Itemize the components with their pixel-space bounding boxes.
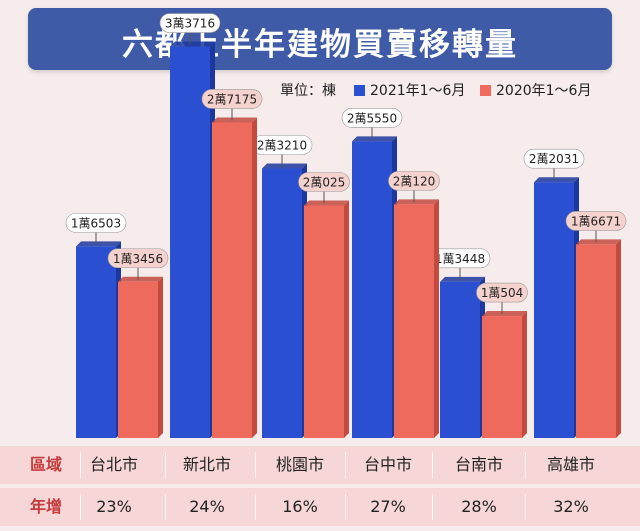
growth-row: 年增 23% 24% 16% 27% 28% 32%	[0, 488, 640, 526]
bar-2020	[118, 281, 158, 438]
legend-item-2021: 2021年1～6月	[354, 80, 465, 100]
column-separator	[345, 494, 346, 520]
column-separator	[80, 494, 81, 520]
data-label-bg-2020	[476, 282, 528, 303]
data-label-2020: 2萬7175	[207, 92, 257, 106]
column-separator	[165, 452, 166, 478]
region-cell: 台北市	[89, 455, 138, 474]
growth-cell: 23%	[96, 497, 132, 516]
growth-cell: 16%	[282, 497, 318, 516]
bar-2021	[352, 141, 392, 438]
bar-top-2021	[352, 136, 397, 142]
bar-top-2021	[170, 41, 215, 47]
column-separator	[255, 452, 256, 478]
summary-table: 區域 台北市 新北市 桃園市 台中市 台南市 高雄市 年增 23% 24% 16…	[0, 446, 640, 531]
bar-top-2021	[76, 241, 121, 247]
growth-row-header: 年增	[29, 497, 62, 516]
bar-2020	[394, 204, 434, 438]
bar-side-2020	[522, 311, 527, 438]
title-banner: 六都上半年建物買賣移轉量	[28, 8, 612, 70]
bar-2021	[440, 281, 480, 438]
column-separator	[165, 494, 166, 520]
data-label-2021: 2萬5550	[347, 111, 397, 125]
bar-top-2020	[576, 239, 621, 245]
region-cell: 桃園市	[275, 455, 324, 474]
data-label-bg-2021	[523, 148, 585, 169]
bar-2020	[304, 205, 344, 438]
bar-2020	[212, 122, 252, 439]
bar-2021	[76, 246, 116, 438]
bar-2020	[576, 244, 616, 438]
data-label-bg-2020	[565, 211, 627, 231]
column-separator	[255, 494, 256, 520]
bar-2021	[170, 46, 210, 439]
data-label-bg-2021	[159, 13, 221, 33]
legend-label-2021: 2021年1～6月	[370, 83, 466, 99]
region-cell: 高雄市	[546, 455, 595, 474]
data-label-2021: 2萬3210	[257, 139, 307, 153]
bar-top-2020	[394, 199, 439, 205]
region-cell: 新北市	[182, 455, 231, 474]
bar-top-2021	[440, 276, 485, 282]
data-label-2020: 1萬504	[481, 286, 524, 300]
legend-swatch-2020	[480, 85, 491, 96]
legend-label-2020: 2020年1～6月	[496, 83, 592, 99]
bar-side-2020	[344, 200, 349, 438]
column-separator	[525, 452, 526, 478]
bar-top-2021	[534, 177, 579, 183]
growth-cell: 24%	[189, 497, 225, 516]
data-label-bg-2020	[388, 171, 440, 191]
bar-side-2020	[252, 117, 257, 439]
growth-cell: 28%	[461, 497, 497, 516]
data-label-bg-2021	[341, 108, 403, 128]
legend-swatch-2021	[354, 85, 365, 96]
bar-side-2020	[616, 239, 621, 438]
data-label-2020: 1萬6671	[571, 214, 621, 228]
data-label-2020: 2萬025	[303, 175, 346, 189]
data-label-2021: 3萬3716	[165, 17, 215, 31]
bar-2020	[482, 316, 522, 438]
column-separator	[525, 494, 526, 520]
bar-top-2020	[118, 276, 163, 282]
region-cell: 台中市	[363, 455, 412, 474]
data-label-2021: 2萬2031	[529, 152, 579, 166]
data-label-2020: 2萬120	[393, 174, 436, 188]
data-label-2021: 1萬6503	[71, 216, 121, 230]
bar-chart: 1萬6503 3萬3716 2萬3210 2萬5550 1萬3448 2萬2031 1萬34…	[65, 13, 627, 439]
data-label-bg-2020	[107, 248, 169, 269]
region-row-header: 區域	[29, 455, 62, 474]
column-separator	[432, 494, 433, 520]
region-cell: 台南市	[454, 455, 503, 474]
bar-side-2020	[158, 276, 163, 438]
bar-top-2020	[482, 311, 527, 317]
bar-top-2020	[304, 200, 349, 206]
data-label-bg-2020	[201, 89, 263, 109]
bar-side-2020	[434, 199, 439, 438]
growth-cell: 32%	[553, 497, 589, 516]
data-label-2020: 1萬3456	[113, 252, 163, 266]
column-separator	[80, 452, 81, 478]
legend-unit-label: 單位：棟	[280, 83, 336, 99]
data-label-2021: 1萬3448	[435, 252, 485, 266]
bar-top-2020	[212, 117, 257, 123]
column-separator	[345, 452, 346, 478]
bar-2021	[262, 168, 302, 438]
data-label-bg-2021	[65, 213, 127, 233]
column-separator	[432, 452, 433, 478]
legend-item-2020: 2020年1～6月	[480, 80, 591, 100]
region-row: 區域 台北市 新北市 桃園市 台中市 台南市 高雄市	[0, 446, 640, 484]
row-divider	[0, 484, 640, 488]
data-label-bg-2020	[298, 172, 350, 192]
bar-top-2021	[262, 163, 307, 169]
growth-cell: 27%	[370, 497, 406, 516]
